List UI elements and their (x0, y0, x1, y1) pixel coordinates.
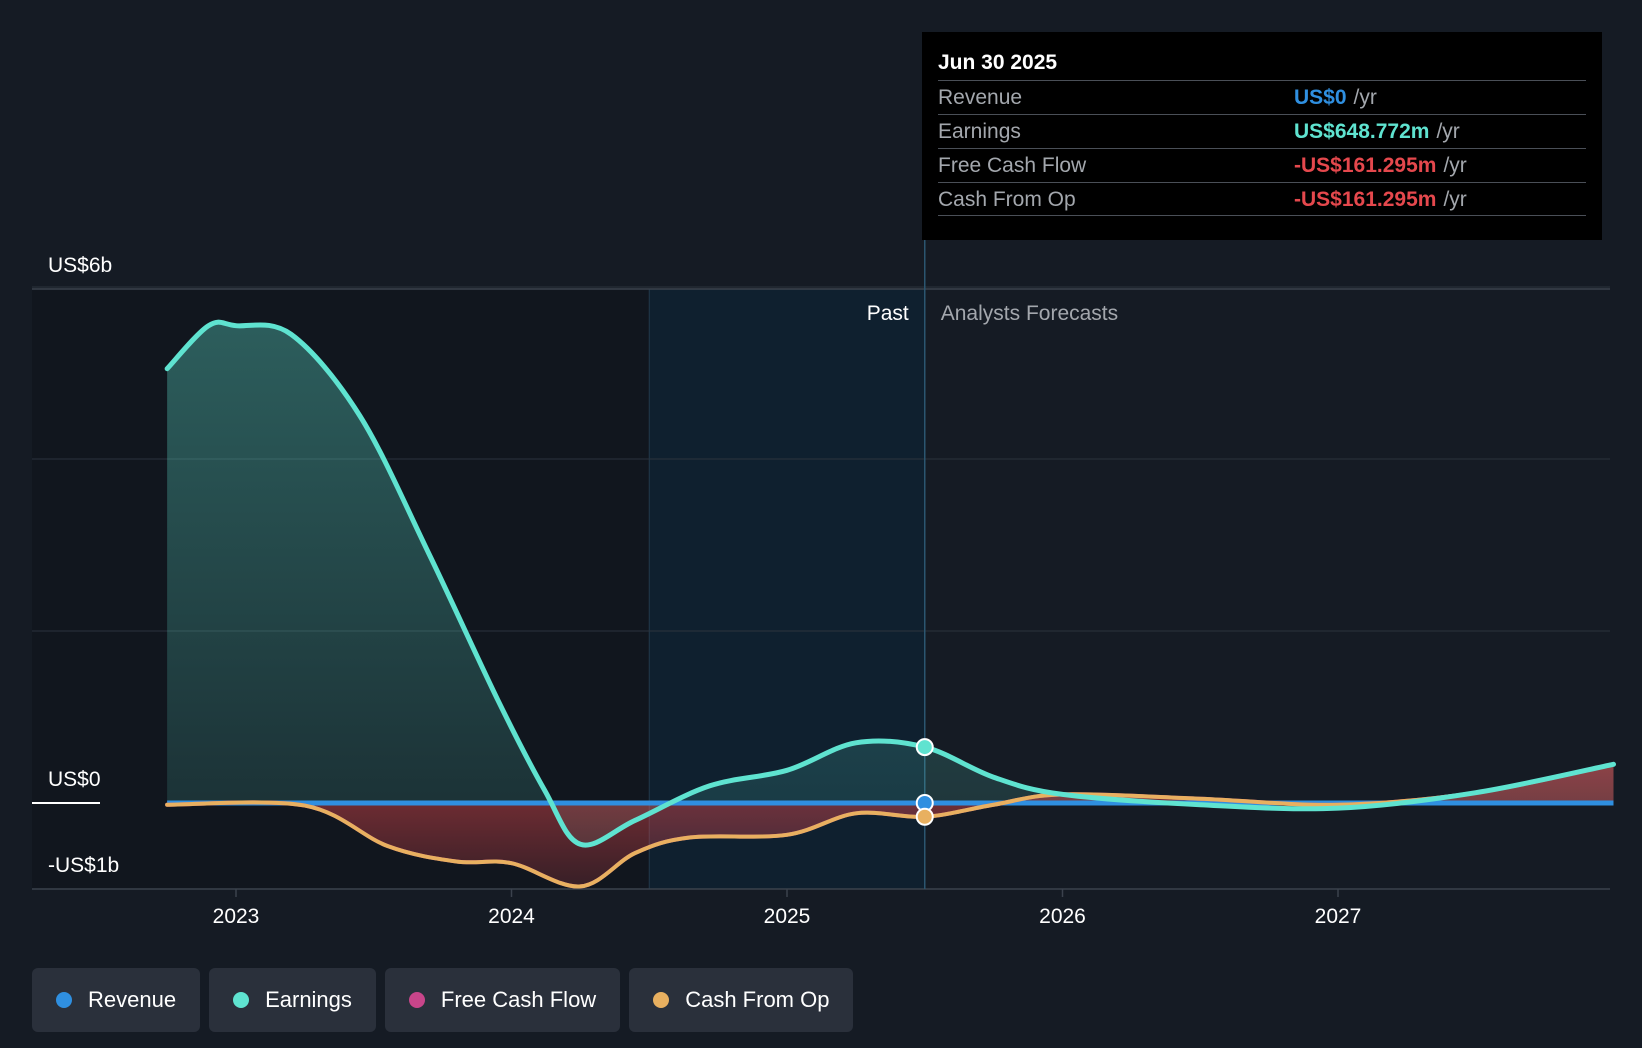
tooltip-row-cash-from-op: Cash From Op -US$161.295m /yr (938, 182, 1586, 216)
tooltip-value: -US$161.295m (1294, 188, 1437, 211)
tooltip-date: Jun 30 2025 (938, 51, 1058, 74)
past-label: Past (867, 302, 909, 325)
tooltip-value: -US$161.295m (1294, 154, 1437, 177)
tooltip-label: Earnings (938, 120, 1021, 143)
legend-dot-icon (56, 992, 72, 1008)
x-tick-label: 2024 (488, 905, 535, 928)
legend-item-cash-from-op[interactable]: Cash From Op (629, 968, 854, 1032)
legend-item-free-cash-flow[interactable]: Free Cash Flow (384, 968, 621, 1032)
tooltip-label: Revenue (938, 86, 1023, 109)
x-tick-label: 2023 (213, 905, 260, 928)
y-axis-label: US$6b (48, 254, 112, 277)
legend-dot-icon (233, 992, 250, 1008)
legend-dot-icon (653, 992, 670, 1008)
tooltip-unit: /yr (1436, 120, 1460, 143)
tooltip-value: US$0 (1294, 86, 1347, 109)
tooltip-row-revenue: Revenue US$0 /yr (938, 80, 1586, 114)
tooltip-label: Free Cash Flow (938, 154, 1087, 177)
x-tick-label: 2026 (1039, 905, 1086, 928)
legend: Revenue Earnings Free Cash Flow Cash Fro… (32, 968, 854, 1032)
legend-label: Cash From Op (685, 987, 830, 1012)
legend-label: Free Cash Flow (440, 987, 597, 1012)
x-tick-label: 2025 (764, 905, 811, 928)
tooltip-label: Cash From Op (938, 188, 1076, 211)
earnings-area (167, 322, 1614, 846)
tooltip-row-free-cash-flow: Free Cash Flow -US$161.295m /yr (938, 148, 1586, 182)
tooltip-row-earnings: Earnings US$648.772m /yr (938, 114, 1586, 148)
tooltip-unit: /yr (1443, 154, 1467, 177)
forecast-label: Analysts Forecasts (941, 302, 1118, 325)
cash-from-op-line (165, 762, 1616, 889)
tooltip-value: US$648.772m (1294, 120, 1430, 143)
cash-from-op-marker (915, 807, 934, 826)
y-axis-label: -US$1b (48, 854, 119, 877)
cash-flow-negative-area (167, 764, 1614, 887)
legend-item-revenue[interactable]: Revenue (32, 968, 201, 1032)
x-tick-label: 2027 (1315, 905, 1362, 928)
legend-label: Earnings (265, 987, 352, 1012)
tooltip-unit: /yr (1443, 188, 1467, 211)
earnings-line (164, 319, 1616, 848)
tooltip-unit: /yr (1353, 86, 1377, 109)
earnings-marker (915, 738, 934, 757)
legend-label: Revenue (88, 987, 177, 1012)
y-axis-label: US$0 (48, 768, 101, 791)
legend-dot-icon (408, 992, 425, 1008)
tooltip-panel: Jun 30 2025 Revenue US$0 /yr Earnings US… (922, 32, 1602, 240)
legend-item-earnings[interactable]: Earnings (209, 968, 376, 1032)
